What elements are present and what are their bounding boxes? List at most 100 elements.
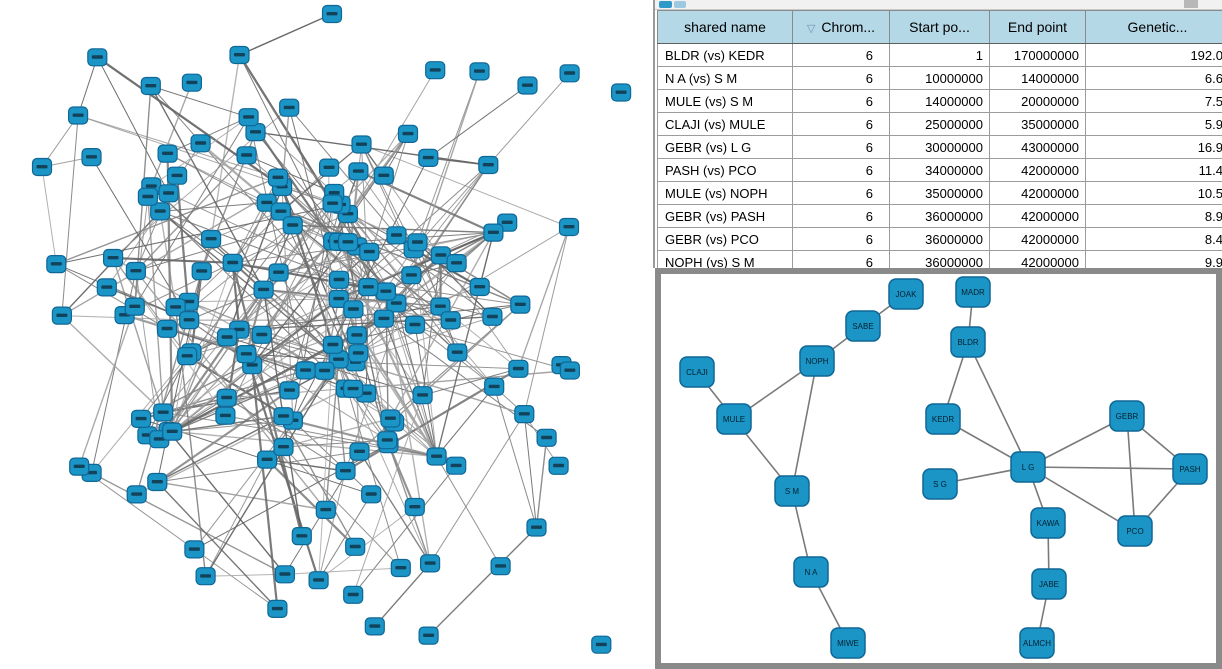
main-network-view[interactable]: [0, 0, 652, 669]
network-node-GEBR[interactable]: GEBR: [1109, 400, 1145, 432]
network-node[interactable]: [314, 361, 335, 380]
network-node[interactable]: [236, 345, 257, 364]
cell-shared_name[interactable]: N A (vs) S M: [657, 66, 793, 90]
network-node-SABE[interactable]: SABE: [845, 310, 881, 342]
cell-shared_name[interactable]: BLDR (vs) KEDR: [657, 43, 793, 67]
network-node[interactable]: [179, 311, 200, 330]
network-node-JABE[interactable]: JABE: [1031, 568, 1067, 600]
network-node[interactable]: [126, 485, 147, 504]
network-node[interactable]: [46, 255, 67, 274]
network-node[interactable]: [322, 335, 343, 354]
network-node[interactable]: [517, 76, 538, 95]
network-node[interactable]: [279, 98, 300, 117]
cell-shared_name[interactable]: GEBR (vs) PASH: [657, 204, 793, 228]
network-node[interactable]: [526, 518, 547, 537]
cell-genetic[interactable]: 10.5: [1085, 181, 1222, 205]
network-node[interactable]: [558, 217, 580, 237]
cell-end[interactable]: 42000000: [989, 181, 1086, 205]
table-row[interactable]: MULE (vs) NOPH 6 35000000 42000000 10.5: [657, 181, 1222, 205]
network-node[interactable]: [469, 62, 490, 81]
network-node[interactable]: [319, 158, 340, 177]
cell-start[interactable]: 34000000: [889, 158, 990, 182]
network-node[interactable]: [273, 407, 294, 426]
table-row[interactable]: CLAJI (vs) MULE 6 25000000 35000000 5.9: [657, 112, 1222, 136]
network-node-L G[interactable]: L G: [1010, 451, 1046, 483]
network-node[interactable]: [373, 309, 394, 328]
network-node[interactable]: [335, 461, 356, 481]
network-node[interactable]: [420, 554, 441, 573]
network-node[interactable]: [418, 148, 439, 167]
network-node[interactable]: [404, 315, 426, 334]
cell-chromosome[interactable]: 6: [792, 112, 890, 136]
network-node[interactable]: [51, 306, 73, 325]
cell-start[interactable]: 30000000: [889, 135, 990, 159]
network-node[interactable]: [87, 48, 108, 67]
network-node[interactable]: [291, 526, 312, 546]
filter-icon[interactable]: ▽: [806, 23, 816, 35]
network-node[interactable]: [361, 485, 382, 504]
column-header-chromosome[interactable]: ▽ Chrom...: [792, 10, 890, 44]
network-node[interactable]: [351, 135, 372, 154]
network-node-CLAJI[interactable]: CLAJI: [679, 356, 715, 388]
tab-fragment[interactable]: [659, 1, 672, 8]
scrollbar-fragment[interactable]: [1184, 0, 1198, 8]
network-node[interactable]: [308, 571, 329, 590]
network-node[interactable]: [137, 187, 158, 206]
network-node[interactable]: [514, 405, 535, 424]
network-node[interactable]: [253, 280, 274, 299]
network-node[interactable]: [343, 585, 364, 604]
network-node[interactable]: [348, 162, 369, 181]
network-node[interactable]: [157, 319, 178, 338]
network-node[interactable]: [222, 253, 243, 272]
network-node[interactable]: [559, 361, 581, 380]
network-node[interactable]: [96, 278, 117, 297]
cell-genetic[interactable]: 192.0: [1085, 43, 1222, 67]
cell-genetic[interactable]: 11.4: [1085, 158, 1222, 182]
network-node[interactable]: [315, 500, 336, 519]
network-node-ALMCH[interactable]: ALMCH: [1019, 627, 1055, 659]
main-network-canvas[interactable]: [0, 0, 652, 669]
cell-genetic[interactable]: 8.9: [1085, 204, 1222, 228]
cell-end[interactable]: 42000000: [989, 158, 1086, 182]
network-edge-L G-PCO[interactable]: [1027, 466, 1136, 532]
cell-end[interactable]: 42000000: [989, 204, 1086, 228]
column-header-start[interactable]: Start po...: [889, 10, 990, 44]
network-node[interactable]: [245, 122, 266, 142]
network-node[interactable]: [31, 157, 53, 177]
network-node[interactable]: [418, 626, 439, 645]
secondary-network-panel[interactable]: JOAK MADR SABE BLDR NOPH CLAJI GEBR MULE KEDR L G…: [655, 268, 1222, 669]
network-node[interactable]: [273, 437, 294, 457]
network-node[interactable]: [469, 277, 490, 297]
cell-end[interactable]: 42000000: [989, 227, 1086, 251]
network-node-NOPH[interactable]: NOPH: [799, 345, 835, 377]
network-node[interactable]: [236, 146, 257, 165]
network-node[interactable]: [321, 4, 343, 24]
cell-chromosome[interactable]: 6: [792, 181, 890, 205]
network-node[interactable]: [348, 344, 369, 363]
network-node[interactable]: [157, 144, 178, 163]
network-node-BLDR[interactable]: BLDR: [950, 326, 986, 358]
network-node[interactable]: [165, 298, 186, 317]
network-node[interactable]: [191, 262, 212, 281]
network-node[interactable]: [184, 540, 205, 559]
cell-start[interactable]: 35000000: [889, 181, 990, 205]
table-row[interactable]: GEBR (vs) L G 6 30000000 43000000 16.9: [657, 135, 1222, 159]
network-node[interactable]: [407, 233, 428, 252]
cell-start[interactable]: 36000000: [889, 227, 990, 251]
network-node[interactable]: [167, 166, 188, 185]
network-node[interactable]: [364, 617, 385, 636]
cell-genetic[interactable]: 7.5: [1085, 89, 1222, 113]
network-node[interactable]: [229, 45, 250, 65]
cell-shared_name[interactable]: PASH (vs) PCO: [657, 158, 793, 182]
cell-chromosome[interactable]: 6: [792, 227, 890, 251]
cell-end[interactable]: 14000000: [989, 66, 1086, 90]
network-node-JOAK[interactable]: JOAK: [888, 278, 924, 310]
network-node[interactable]: [251, 325, 272, 344]
cell-end[interactable]: 170000000: [989, 43, 1086, 67]
network-node[interactable]: [81, 148, 102, 167]
network-node[interactable]: [440, 311, 461, 330]
network-node[interactable]: [610, 83, 632, 102]
network-node-S G[interactable]: S G: [922, 468, 958, 500]
cell-genetic[interactable]: 16.9: [1085, 135, 1222, 159]
cell-end[interactable]: 43000000: [989, 135, 1086, 159]
